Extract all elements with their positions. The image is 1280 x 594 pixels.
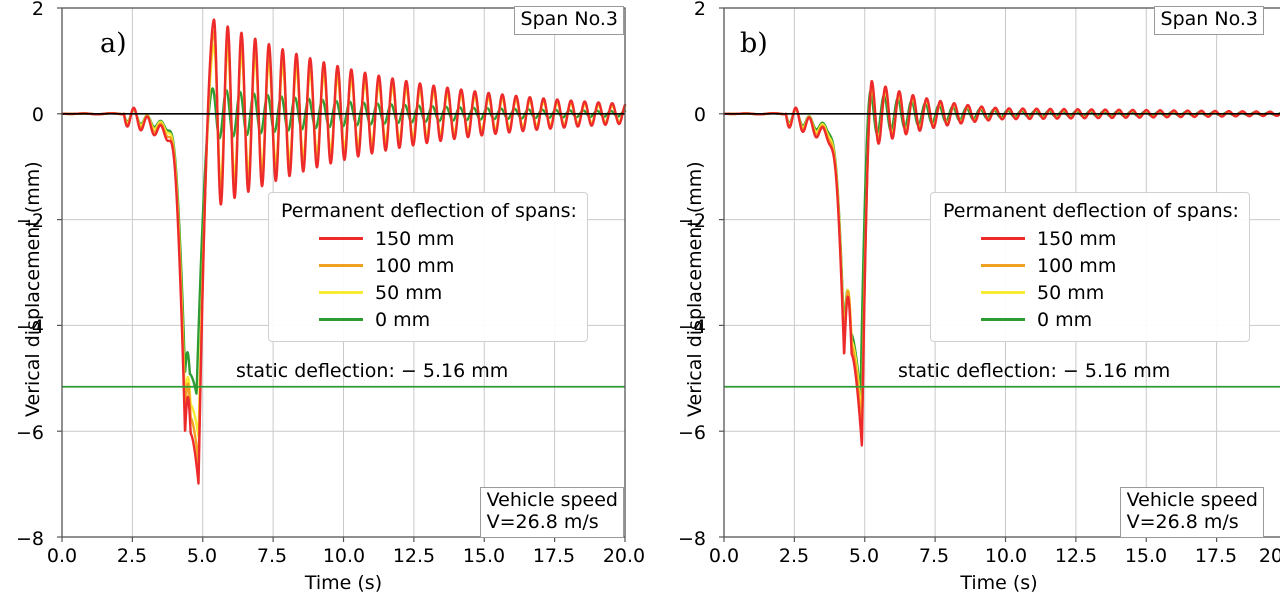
- panel-a-ytick-m8: −8: [15, 528, 44, 550]
- panel-a-xtick-17p5: 17.5: [532, 545, 576, 567]
- panel-a-yaxis-title: Verical displacement (mm): [22, 161, 44, 417]
- panel-b-ytick-m6: −6: [677, 422, 706, 444]
- panel-b-xtick-0: 0.0: [708, 545, 740, 567]
- legend-title: Permanent deflection of spans:: [281, 200, 577, 222]
- panel-a-ytick-m4: −4: [15, 316, 44, 338]
- panel-a-ytick-m6: −6: [15, 422, 44, 444]
- legend-item-150mm[interactable]: 150 mm: [281, 225, 573, 252]
- panel-a-xaxis-title: Time (s): [304, 572, 383, 594]
- legend-item-0mm[interactable]: 0 mm: [281, 306, 573, 333]
- panel-b-yaxis-title: Verical displacement (mm): [684, 161, 706, 417]
- panel-b-ytick-2: 2: [693, 0, 706, 20]
- panel-b: b) Span No.3 Vehicle speed V=26.8 m/s Pe…: [640, 0, 1280, 594]
- panel-b-static-deflection-note: static deflection: − 5.16 mm: [898, 360, 1171, 382]
- panel-a-speed-label: Vehicle speed V=26.8 m/s: [479, 487, 624, 538]
- panel-b-speed-line1: Vehicle speed: [1126, 489, 1258, 511]
- panel-b-ytick-0: 0: [693, 104, 706, 126]
- legend-swatch-150mm: [319, 237, 363, 240]
- panel-b-xtick-15: 15.0: [1124, 545, 1168, 567]
- legend-swatch-0mm: [319, 318, 363, 321]
- legend-label-50mm: 50 mm: [375, 281, 443, 304]
- panel-b-ytick-m8: −8: [677, 528, 706, 550]
- legend-item-150mm[interactable]: 150 mm: [943, 225, 1235, 252]
- panel-b-letter: b): [740, 28, 768, 59]
- legend-swatch-50mm: [319, 291, 363, 294]
- panel-a-letter: a): [100, 28, 127, 59]
- panel-a-xtick-10: 10.0: [322, 545, 366, 567]
- panel-a-xtick-12p5: 12.5: [392, 545, 436, 567]
- legend-label-100mm: 100 mm: [375, 254, 455, 277]
- legend-item-0mm[interactable]: 0 mm: [943, 306, 1235, 333]
- panel-a-xtick-5: 5.0: [186, 545, 218, 567]
- panel-b-xtick-20: 20.0: [1258, 545, 1280, 567]
- legend-swatch-50mm: [981, 291, 1025, 294]
- legend-item-50mm[interactable]: 50 mm: [281, 279, 573, 306]
- legend-label-150mm: 150 mm: [1037, 227, 1117, 250]
- panel-a-xtick-15: 15.0: [462, 545, 506, 567]
- panel-a-static-deflection-note: static deflection: − 5.16 mm: [236, 360, 509, 382]
- legend-swatch-0mm: [981, 318, 1025, 321]
- panel-a-ytick-2: 2: [31, 0, 44, 20]
- legend-label-150mm: 150 mm: [375, 227, 455, 250]
- panel-a-xtick-7p5: 7.5: [256, 545, 288, 567]
- legend-label-0mm: 0 mm: [1037, 308, 1093, 331]
- panel-a-ytick-0: 0: [31, 104, 44, 126]
- panel-b-xtick-7p5: 7.5: [918, 545, 950, 567]
- legend-item-50mm[interactable]: 50 mm: [943, 279, 1235, 306]
- panel-b-xaxis-title: Time (s): [960, 572, 1038, 594]
- panel-b-legend: Permanent deflection of spans: 150 mm 10…: [930, 192, 1250, 342]
- legend-label-0mm: 0 mm: [375, 308, 431, 331]
- legend-item-100mm[interactable]: 100 mm: [943, 252, 1235, 279]
- panel-b-speed-line2: V=26.8 m/s: [1126, 510, 1239, 533]
- panel-b-xtick-17p5: 17.5: [1194, 545, 1238, 567]
- panel-a-ytick-m2: −2: [15, 210, 44, 232]
- panel-b-xtick-5: 5.0: [848, 545, 880, 567]
- panel-b-xtick-2p5: 2.5: [778, 545, 810, 567]
- panel-a-speed-line2: V=26.8 m/s: [486, 510, 599, 533]
- legend-label-100mm: 100 mm: [1037, 254, 1117, 277]
- legend-swatch-150mm: [981, 237, 1025, 240]
- panel-b-span-label: Span No.3: [1153, 6, 1264, 35]
- legend-title: Permanent deflection of spans:: [943, 200, 1239, 222]
- panel-a-legend: Permanent deflection of spans: 150 mm 10…: [268, 192, 588, 342]
- panel-a-speed-line1: Vehicle speed: [486, 489, 618, 511]
- panel-b-speed-label: Vehicle speed V=26.8 m/s: [1119, 487, 1264, 538]
- legend-swatch-100mm: [319, 264, 363, 267]
- panel-a: a) Span No.3 Vehicle speed V=26.8 m/s Pe…: [0, 0, 645, 594]
- panel-b-ytick-m2: −2: [677, 210, 706, 232]
- panel-a-xtick-2p5: 2.5: [116, 545, 148, 567]
- panel-b-xtick-10: 10.0: [984, 545, 1028, 567]
- legend-label-50mm: 50 mm: [1037, 281, 1105, 304]
- panel-a-xtick-0: 0.0: [46, 545, 78, 567]
- panel-b-xtick-12p5: 12.5: [1054, 545, 1098, 567]
- panel-a-xtick-20: 20.0: [602, 545, 646, 567]
- panel-b-ytick-m4: −4: [677, 316, 706, 338]
- legend-item-100mm[interactable]: 100 mm: [281, 252, 573, 279]
- panel-a-span-label: Span No.3: [513, 6, 624, 35]
- legend-swatch-100mm: [981, 264, 1025, 267]
